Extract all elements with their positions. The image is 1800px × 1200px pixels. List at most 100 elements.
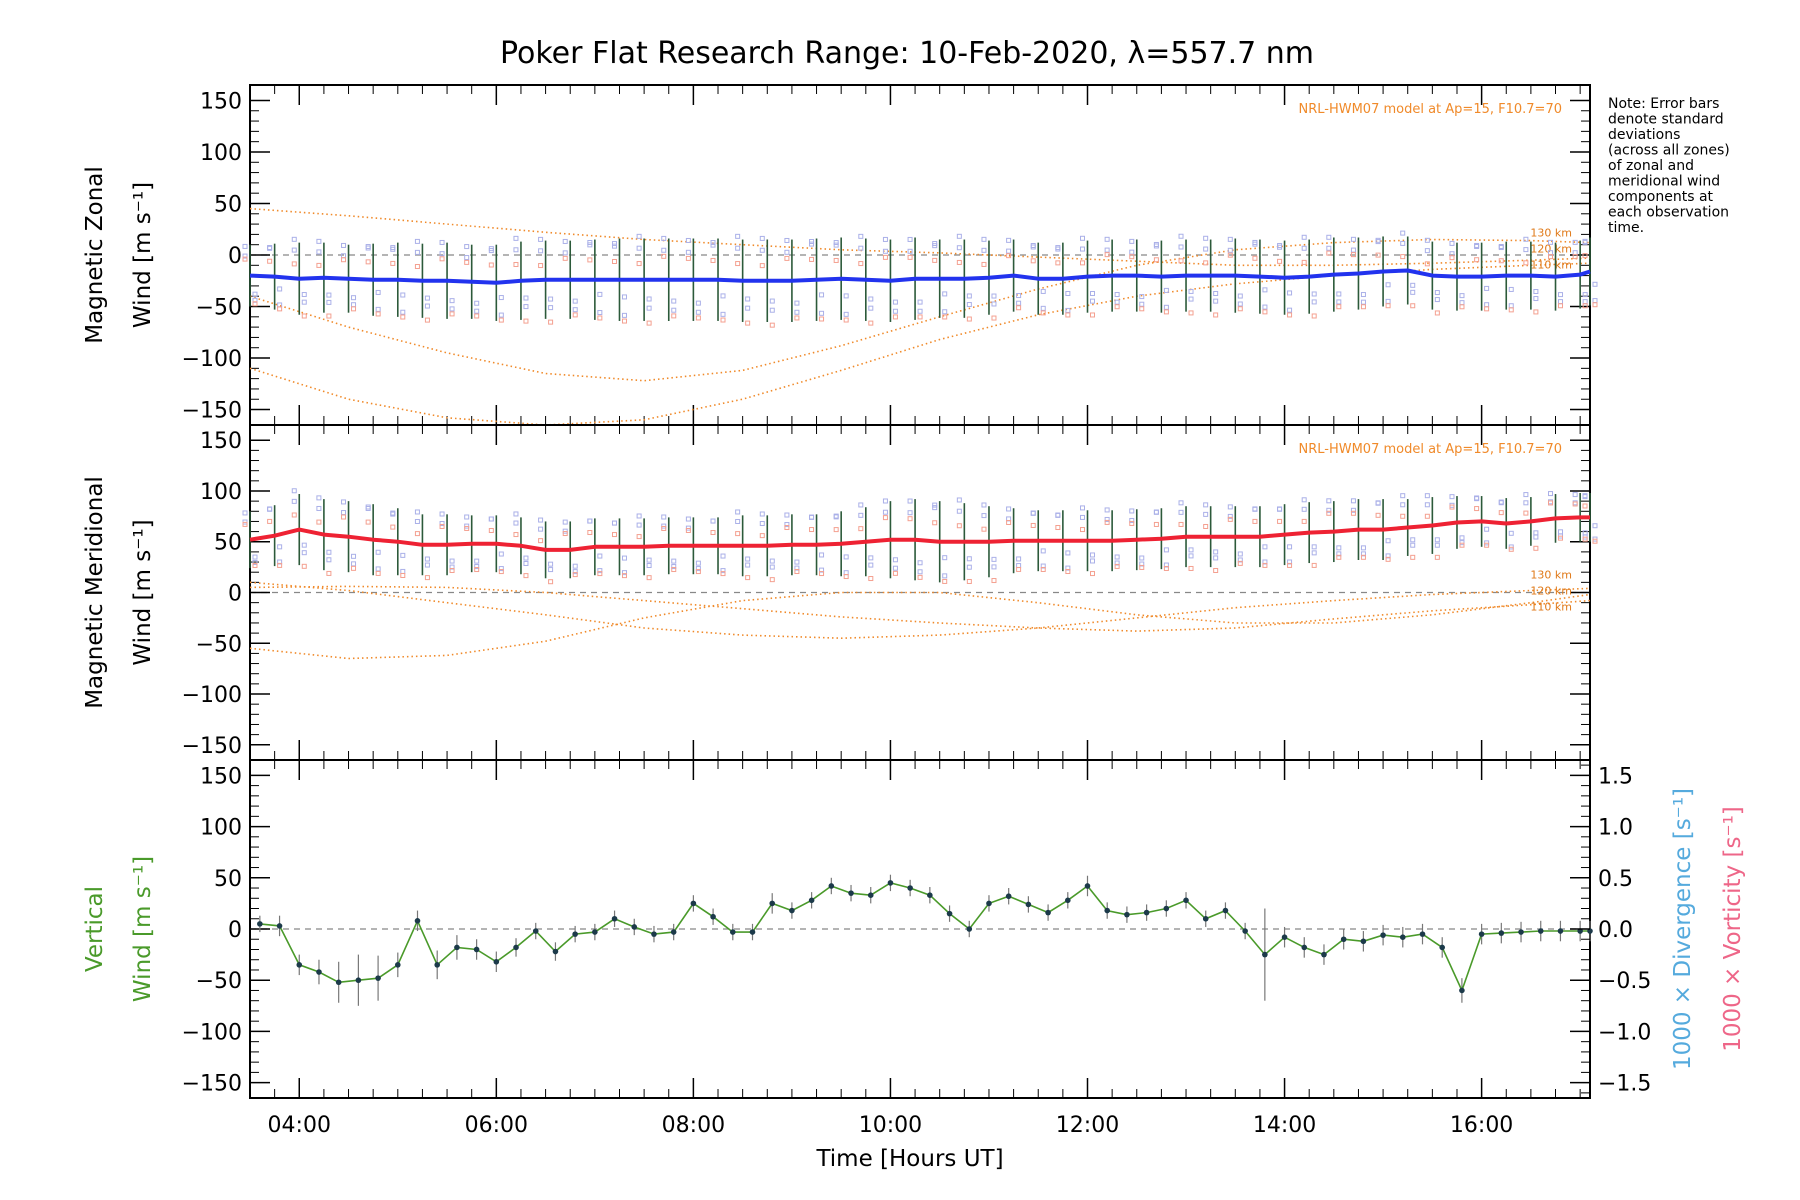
- vertical-wind-point: [769, 900, 776, 907]
- zone-point: [1498, 258, 1504, 264]
- zone-point: [1533, 545, 1539, 551]
- zone-point: [1360, 304, 1366, 310]
- zone-point: [1065, 565, 1071, 571]
- zone-point: [745, 575, 751, 581]
- zone-point: [1129, 517, 1135, 523]
- zone-point: [1040, 305, 1046, 311]
- vertical-wind-point: [1518, 929, 1524, 935]
- zone-point: [1104, 516, 1110, 522]
- zone-point: [562, 255, 568, 261]
- zone-point: [1262, 309, 1268, 315]
- zone-point: [917, 569, 923, 575]
- zone-point: [769, 307, 775, 313]
- zone-point: [1449, 504, 1455, 510]
- zone-point: [1434, 290, 1440, 296]
- zone-point: [424, 575, 430, 581]
- zone-point: [882, 236, 888, 242]
- zone-point: [1114, 563, 1120, 569]
- zone-point: [720, 317, 726, 323]
- vertical-wind-point: [789, 907, 795, 914]
- zone-point: [1188, 310, 1194, 316]
- zone-point: [449, 311, 455, 317]
- zone-point: [1139, 294, 1145, 300]
- zone-point: [809, 256, 815, 262]
- zone-point: [1040, 548, 1046, 554]
- zone-point: [424, 303, 430, 309]
- zone-point: [587, 240, 593, 246]
- zone-point: [498, 312, 504, 318]
- zone-point: [1090, 290, 1095, 296]
- vertical-wind-point: [729, 929, 736, 935]
- zone-point: [1582, 530, 1588, 536]
- zone-point: [1006, 253, 1012, 259]
- zone-point: [907, 498, 913, 504]
- zone-point: [1114, 304, 1120, 310]
- zone-point: [819, 552, 825, 558]
- zone-point: [1311, 299, 1317, 305]
- y-tick-label: −150: [182, 1072, 242, 1097]
- zone-point: [1385, 298, 1391, 304]
- zone-point: [1129, 508, 1135, 514]
- zone-point: [868, 296, 874, 302]
- zone-point: [1558, 535, 1564, 541]
- zone-point: [587, 257, 593, 263]
- zone-point: [562, 238, 568, 244]
- zone-point: [892, 299, 898, 305]
- zone-point: [868, 576, 874, 582]
- zone-point: [1400, 493, 1406, 499]
- zone-point: [868, 562, 874, 568]
- zone-point: [326, 557, 332, 563]
- zone-point: [1213, 555, 1219, 561]
- zone-point: [1484, 302, 1490, 308]
- zone-point: [316, 495, 322, 501]
- zone-point: [1203, 502, 1209, 508]
- zone-point: [267, 518, 273, 524]
- zone-point: [1153, 521, 1159, 527]
- zone-point: [301, 313, 307, 319]
- zone-point: [858, 502, 864, 508]
- zone-point: [858, 512, 864, 518]
- zone-point: [784, 512, 790, 518]
- zone-point: [291, 512, 297, 518]
- zone-point: [1410, 542, 1416, 548]
- zone-point: [351, 561, 357, 567]
- zone-point: [1592, 523, 1598, 529]
- chart-title: Poker Flat Research Range: 10-Feb-2020, …: [500, 36, 1314, 71]
- zone-point: [1592, 298, 1598, 304]
- zone-point: [548, 296, 554, 302]
- zone-point: [1400, 254, 1406, 260]
- zone-point: [252, 559, 258, 565]
- zone-point: [277, 286, 283, 292]
- zone-point: [932, 257, 938, 263]
- zone-point: [956, 523, 962, 529]
- zone-point: [1262, 559, 1268, 565]
- zone-point: [1203, 260, 1209, 266]
- zone-point: [1139, 306, 1145, 312]
- zone-point: [1311, 291, 1317, 297]
- vertical-wind-point: [493, 958, 500, 965]
- zone-point: [1410, 554, 1416, 560]
- zone-point: [1311, 544, 1317, 550]
- note-line: (across all zones): [1608, 143, 1730, 159]
- zone-point: [1548, 491, 1554, 497]
- zone-point: [843, 311, 849, 317]
- zone-point: [498, 569, 504, 575]
- zone-point: [1213, 312, 1219, 318]
- zone-point: [252, 554, 258, 560]
- right-y-tick-label: 0.5: [1598, 867, 1633, 892]
- zone-point: [1385, 538, 1391, 544]
- zone-point: [1252, 239, 1258, 245]
- zone-point: [1350, 252, 1356, 258]
- model-curve: [249, 585, 1591, 632]
- zone-point: [1582, 253, 1588, 259]
- zone-point: [1287, 544, 1293, 550]
- zone-point: [858, 526, 864, 532]
- zone-point: [1178, 233, 1184, 239]
- zone-point: [449, 567, 455, 573]
- zone-point: [1178, 244, 1184, 250]
- zone-point: [1213, 549, 1219, 555]
- zone-point: [1227, 513, 1233, 519]
- zone-point: [1006, 237, 1012, 243]
- vertical-wind-point: [907, 885, 913, 891]
- zone-point: [1139, 561, 1145, 567]
